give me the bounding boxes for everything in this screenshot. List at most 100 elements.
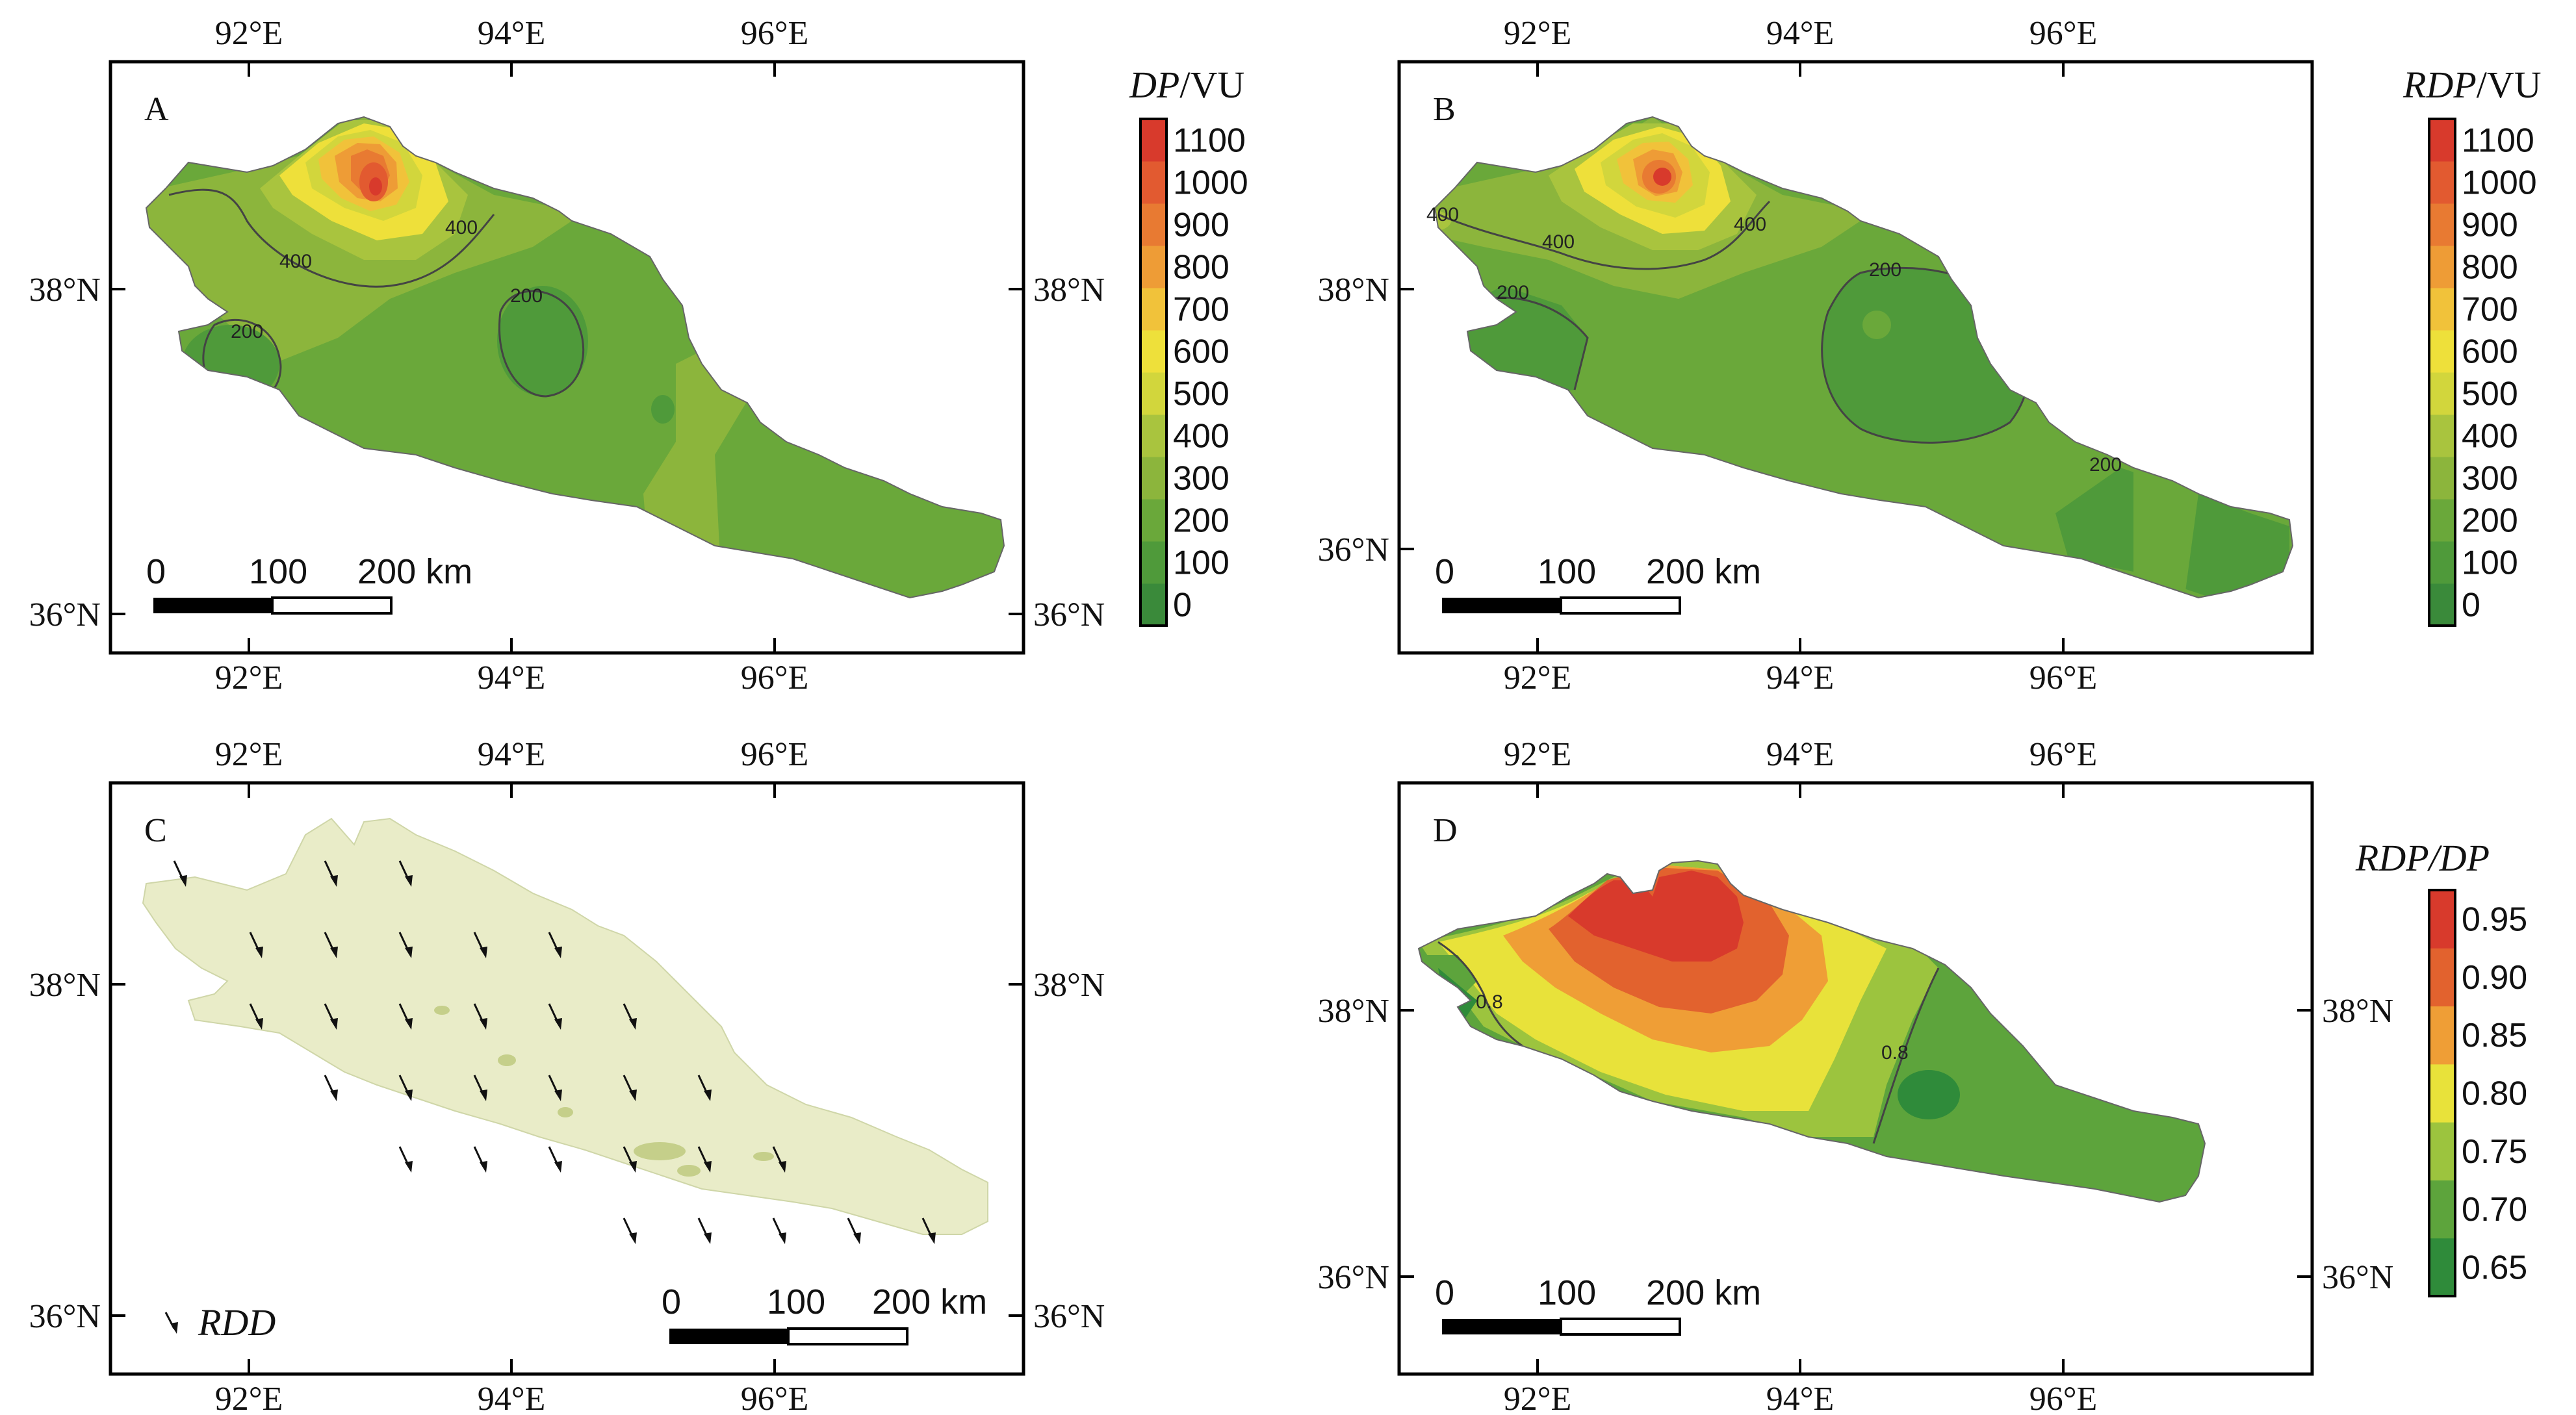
panel-a-colorbar-block bbox=[1140, 541, 1166, 584]
panel-d-colorbar-block bbox=[2429, 1006, 2455, 1065]
panel-c-scale-bar: 0 100 200 km bbox=[662, 1282, 987, 1345]
panel-a-colorbar-block bbox=[1140, 583, 1166, 626]
panel-d-colorbar-block bbox=[2429, 1238, 2455, 1297]
panel-b-top-tick-2: 94°E bbox=[1766, 15, 1835, 52]
panel-a-ticks bbox=[110, 62, 1024, 653]
rdd-arrow bbox=[623, 1146, 637, 1173]
panel-b-colorbar-block bbox=[2429, 203, 2455, 246]
rdd-arrow bbox=[847, 1217, 861, 1244]
panel-d-left-tick-2: 36°N bbox=[1318, 1259, 1389, 1296]
panel-a-bottom-tick-2: 94°E bbox=[478, 659, 546, 696]
panel-d-contour-label-2: 0.8 bbox=[1881, 1042, 1909, 1064]
panel-b-left-tick-2: 36°N bbox=[1318, 531, 1389, 568]
panel-b-scale-end: 200 km bbox=[1646, 552, 1761, 591]
rdd-arrow bbox=[473, 1003, 487, 1030]
panel-a-colorbar-block bbox=[1140, 372, 1166, 415]
panel-b-colorbar-block bbox=[2429, 161, 2455, 204]
rdd-arrow bbox=[473, 932, 487, 958]
panel-a-right-tick-2: 36°N bbox=[1033, 596, 1105, 633]
rdd-arrow bbox=[249, 1003, 263, 1030]
panel-d-colorbar-block bbox=[2429, 1180, 2455, 1239]
panel-a-contour-label-2: 400 bbox=[445, 217, 478, 238]
panel-b-colorbar-label: 400 bbox=[2462, 418, 2518, 455]
panel-b-top-tick-1: 92°E bbox=[1504, 15, 1572, 52]
rdd-arrow bbox=[697, 1146, 712, 1173]
panel-a-top-tick-1: 92°E bbox=[215, 15, 283, 52]
panel-d-top-tick-2: 94°E bbox=[1766, 736, 1835, 773]
panel-a-top-tick-2: 94°E bbox=[478, 15, 546, 52]
panel-c-right-tick-1: 38°N bbox=[1033, 967, 1105, 1004]
panel-d-right-tick-1: 38°N bbox=[2322, 993, 2393, 1030]
panel-c-ticks bbox=[110, 783, 1024, 1374]
panel-d-contour-label-1: 0.8 bbox=[1476, 991, 1503, 1013]
panel-b-scale-mid: 100 bbox=[1538, 552, 1596, 591]
panel-c-legend-label: RDD bbox=[198, 1301, 276, 1344]
panel-b-letter: B bbox=[1433, 91, 1456, 128]
panel-a-top-tick-3: 96°E bbox=[741, 15, 809, 52]
panel-c-letter: C bbox=[144, 812, 167, 849]
panel-d-colorbar-label: 0.80 bbox=[2462, 1075, 2527, 1113]
panel-a-colorbar-block bbox=[1140, 499, 1166, 542]
panel-c-scale-end: 200 km bbox=[872, 1282, 987, 1321]
panel-b-colorbar-block bbox=[2429, 583, 2455, 626]
panel-d-colorbar-label: 0.95 bbox=[2462, 901, 2527, 939]
panel-d-letter: D bbox=[1433, 812, 1458, 849]
panel-a-colorbar-block bbox=[1140, 330, 1166, 373]
panel-c-basin bbox=[142, 817, 988, 1235]
panel-b-colorbar-label: 800 bbox=[2462, 249, 2518, 287]
panel-b-colorbar-label: 300 bbox=[2462, 460, 2518, 498]
panel-a-bottom-tick-3: 96°E bbox=[741, 659, 809, 696]
rdd-arrow bbox=[398, 860, 413, 887]
panel-b-top-tick-3: 96°E bbox=[2029, 15, 2098, 52]
rdd-arrow bbox=[398, 1003, 413, 1030]
panel-b-bottom-tick-2: 94°E bbox=[1766, 659, 1835, 696]
panel-d-colorbar: RDP/DP 0.95 0.90 0.85 0.80 0.75 0.70 0.65 bbox=[2355, 837, 2527, 1297]
panel-c-scale-mid: 100 bbox=[767, 1282, 825, 1321]
panel-d-colorbar-label: 0.75 bbox=[2462, 1133, 2527, 1171]
panel-a-contour-label-3: 200 bbox=[231, 321, 263, 342]
rdd-arrow bbox=[398, 1075, 413, 1101]
panel-b-colorbar-block bbox=[2429, 457, 2455, 500]
panel-a-scale-bar: 0 100 200 km bbox=[146, 552, 472, 615]
panel-a-colorbar-label: 1100 bbox=[1173, 122, 1246, 160]
panel-d-colorbar-blocks bbox=[2429, 890, 2455, 1297]
panel-d-scale-end: 200 km bbox=[1646, 1273, 1761, 1312]
panel-c: C 92°E 94°E 96°E 92°E 94°E 96°E 38°N 36°… bbox=[29, 736, 1105, 1415]
rdd-arrow bbox=[398, 932, 413, 958]
panel-a-colorbar-block bbox=[1140, 457, 1166, 500]
rdd-arrow bbox=[548, 1075, 562, 1101]
panel-b-bottom-tick-1: 92°E bbox=[1504, 659, 1572, 696]
rdd-arrow bbox=[697, 1075, 712, 1101]
rdd-arrow bbox=[324, 932, 338, 958]
panel-a-colorbar: DP/VU 1100100090080070060050040030020010… bbox=[1129, 64, 1248, 627]
panel-d-left-tick-1: 38°N bbox=[1318, 993, 1389, 1030]
panel-b-ticks bbox=[1399, 62, 2065, 653]
panel-b-colorbar-block bbox=[2429, 246, 2455, 288]
panel-a-colorbar-blocks bbox=[1140, 119, 1166, 626]
rdd-arrow bbox=[548, 1003, 562, 1030]
panel-a-colorbar-label: 500 bbox=[1173, 376, 1230, 413]
rdd-arrow bbox=[772, 1146, 786, 1173]
panel-c-top-tick-1: 92°E bbox=[215, 736, 283, 773]
rdd-arrow bbox=[324, 1075, 338, 1101]
panel-d-scale-zero: 0 bbox=[1435, 1273, 1454, 1312]
panel-c-top-tick-2: 94°E bbox=[478, 736, 546, 773]
panel-a-colorbar-block bbox=[1140, 203, 1166, 246]
panel-d-colorbar-block bbox=[2429, 1064, 2455, 1123]
panel-a-bottom-tick-1: 92°E bbox=[215, 659, 283, 696]
panel-a-right-tick-1: 38°N bbox=[1033, 272, 1105, 309]
panel-c-rdd-arrows bbox=[173, 860, 936, 1244]
panel-d-colorbar-title: RDP/DP bbox=[2355, 837, 2490, 879]
panel-a-colorbar-block bbox=[1140, 246, 1166, 288]
panel-c-bottom-tick-3: 96°E bbox=[741, 1381, 809, 1415]
panel-b-colorbar-block bbox=[2429, 119, 2455, 162]
panel-a-contour-label-1: 400 bbox=[279, 251, 312, 272]
panel-b-colorbar-label: 1100 bbox=[2462, 122, 2534, 160]
panel-b-colorbar-label: 0 bbox=[2462, 587, 2480, 624]
panel-b-colorbar-block bbox=[2429, 541, 2455, 584]
panel-d-ticks bbox=[1399, 783, 2312, 1374]
panel-a-colorbar-block bbox=[1140, 119, 1166, 162]
rdd-arrow bbox=[173, 860, 187, 887]
panel-c-scale-zero: 0 bbox=[662, 1282, 681, 1321]
panel-c-legend: RDD bbox=[164, 1301, 276, 1344]
